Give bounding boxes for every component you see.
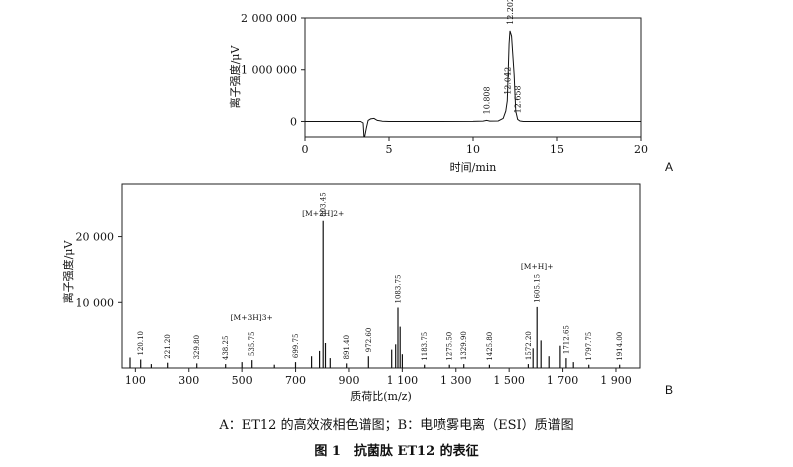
hplc-x-tick-label: 15 [550,143,564,156]
hplc-y-tick-label: 1 000 000 [241,64,297,77]
ms-peak-label: 699.75 [292,334,300,359]
hplc-x-tick-label: 10 [466,143,480,156]
hplc-x-tick-label: 20 [634,143,648,156]
ms-x-axis-label: 质荷比(m/z) [350,390,412,403]
ms-x-tick-label: 1 500 [493,374,525,387]
ms-y-tick-label: 10 000 [76,296,115,309]
ms-ticks: 100 300 500 700 900 1 100 1 300 1 500 1 700 1 900… [76,231,632,387]
ms-peak-label: 535.75 [248,332,256,357]
ms-peak-label: 120.10 [137,331,145,356]
hplc-x-tick-label: 5 [386,143,393,156]
ms-peak-label: 1275.50 [446,332,454,361]
hplc-x-tick-label: 0 [302,143,309,156]
hplc-peak-labels: 10.808 12.042 12.202 12.658 [483,0,523,114]
ms-x-tick-label: 500 [232,374,253,387]
hplc-frame [304,17,642,138]
ms-peak-label: 891.40 [343,335,351,360]
hplc-ticks: 0 5 10 15 20 0 1 000 000 2 000 000 [241,12,648,156]
panel-label-a: A [665,160,673,174]
ms-peak-label: 1083.75 [395,275,403,304]
ms-x-tick-label: 900 [338,374,359,387]
hplc-peak-label: 10.808 [483,86,492,114]
ms-peak-label: 1329.90 [460,331,468,360]
ms-frame [121,183,641,369]
ms-x-tick-label: 1 100 [387,374,419,387]
ms-x-tick-label: 700 [285,374,306,387]
panel-label-b: B [665,383,673,397]
hplc-y-axis-label: 离子强度/μV [228,45,242,109]
ms-peak-label: 438.25 [222,336,230,361]
ms-y-tick-label: 20 000 [76,231,115,244]
ms-peak-label: 221.20 [164,334,172,359]
ms-peak-label: 972.60 [365,328,373,353]
hplc-peak-label: 12.658 [514,85,523,113]
esi-mass-spectrum: 100 300 500 700 900 1 100 1 300 1 500 1 700 1 900… [61,183,673,403]
hplc-peak-label: 12.202 [506,0,515,25]
ms-peak-label: 1183.75 [421,332,429,361]
hplc-peak-label: 12.042 [503,67,512,95]
ms-x-tick-label: 1 300 [440,374,472,387]
ms-peak-label: 1425.80 [486,332,494,361]
ms-x-tick-label: 1 900 [600,374,632,387]
ms-x-tick-label: 1 700 [547,374,579,387]
ms-peak-label: 1914.00 [616,332,624,361]
ms-peak-label: 329.80 [193,335,201,360]
figure-caption: 图 1 抗菌肽 ET12 的表征 [314,444,479,459]
hplc-y-tick-label: 0 [290,115,297,128]
ms-ion-annotation: [M+2H]2+ [302,209,344,218]
ms-peak-labels: 120.10 221.20 329.80 438.25 535.75 699.75 803.… [137,192,624,360]
ms-ion-annotations: [M+3H]3+ [M+2H]2+ [M+H]+ [231,209,554,322]
ms-x-tick-label: 100 [125,374,146,387]
ms-x-tick-label: 300 [178,374,199,387]
ms-y-axis-label: 离子强度/μV [61,240,75,304]
ms-peak-label: 1605.15 [534,274,542,303]
hplc-x-axis-label: 时间/min [450,161,497,174]
figure-subcaption: A：ET12 的高效液相色谱图；B：电喷雾电离（ESI）质谱图 [219,418,574,433]
hplc-chromatogram: 0 5 10 15 20 0 1 000 000 2 000 000 10.808 12.042… [228,0,673,174]
ms-peaks [129,220,621,368]
hplc-y-tick-label: 2 000 000 [241,12,297,25]
ms-peak-label: 1797.75 [585,332,593,361]
ms-ion-annotation: [M+H]+ [521,262,554,271]
ms-peak-label: 1712.65 [562,325,570,354]
ms-ion-annotation: [M+3H]3+ [231,313,273,322]
ms-peak-label: 1572.20 [525,331,533,360]
ms-peak-label: 803.45 [320,192,328,217]
hplc-axes [304,17,642,138]
hplc-trace [305,30,641,137]
